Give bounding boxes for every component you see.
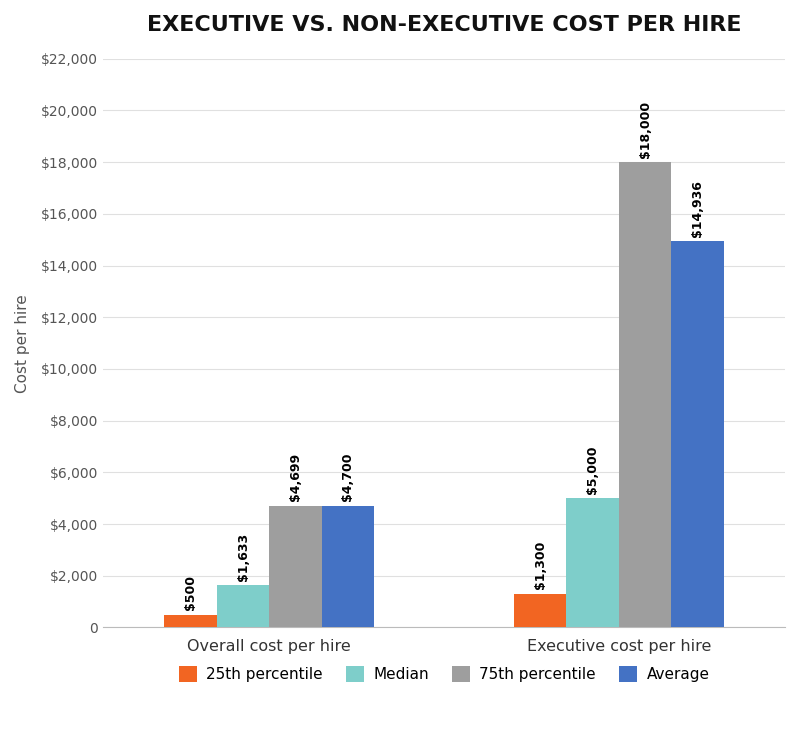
Bar xyxy=(514,594,566,628)
Text: $1,300: $1,300 xyxy=(534,541,546,589)
Text: $14,936: $14,936 xyxy=(691,180,704,237)
Bar xyxy=(671,241,724,628)
Text: $4,700: $4,700 xyxy=(342,453,354,501)
Bar xyxy=(165,615,217,628)
Bar xyxy=(619,163,671,628)
Legend: 25th percentile, Median, 75th percentile, Average: 25th percentile, Median, 75th percentile… xyxy=(173,660,715,688)
Text: $18,000: $18,000 xyxy=(638,100,652,157)
Bar xyxy=(270,506,322,628)
Bar xyxy=(566,498,619,628)
Y-axis label: Cost per hire: Cost per hire xyxy=(15,294,30,392)
Title: EXECUTIVE VS. NON-EXECUTIVE COST PER HIRE: EXECUTIVE VS. NON-EXECUTIVE COST PER HIR… xyxy=(147,15,742,35)
Text: $1,633: $1,633 xyxy=(237,533,250,580)
Bar xyxy=(217,585,270,628)
Text: $4,699: $4,699 xyxy=(289,453,302,501)
Bar xyxy=(322,506,374,628)
Text: $500: $500 xyxy=(184,575,197,610)
Text: $5,000: $5,000 xyxy=(586,445,599,494)
